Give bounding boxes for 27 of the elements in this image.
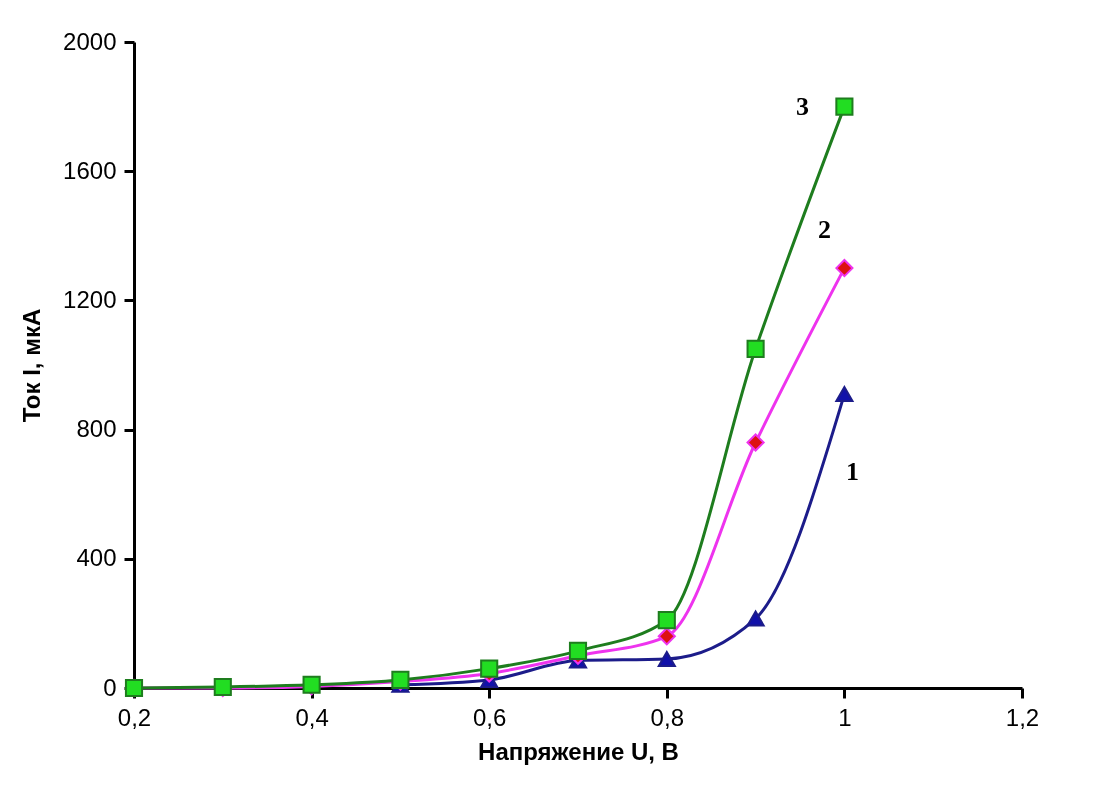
x-tick-label: 0,6 <box>473 703 507 731</box>
point <box>835 386 854 403</box>
x-tick-label: 0,2 <box>117 703 152 731</box>
series-label: 1 <box>845 457 859 487</box>
point <box>835 97 854 116</box>
point <box>657 650 676 667</box>
series-label: 2 <box>817 215 831 245</box>
point <box>746 339 765 358</box>
point <box>835 259 854 278</box>
point <box>657 611 676 630</box>
x-tick-label: 1 <box>838 703 852 731</box>
y-tick-label: 1200 <box>63 285 117 313</box>
point <box>746 433 765 452</box>
y-axis-title: Ток I, мкА <box>18 308 46 423</box>
y-tick-label: 2000 <box>63 27 117 55</box>
y-tick-label: 1600 <box>63 156 117 184</box>
x-tick-label: 0,4 <box>295 703 329 731</box>
point <box>480 659 499 678</box>
point <box>657 627 676 646</box>
y-tick-label: 800 <box>76 415 117 443</box>
x-tick-label: 1,2 <box>1005 703 1040 731</box>
series-label: 3 <box>795 91 809 121</box>
x-tick-label: 0,8 <box>650 703 684 731</box>
point <box>746 610 765 627</box>
y-tick-label: 0 <box>103 673 117 701</box>
x-axis-title: Напряжение U, В <box>478 737 679 765</box>
y-tick-label: 400 <box>76 544 117 572</box>
